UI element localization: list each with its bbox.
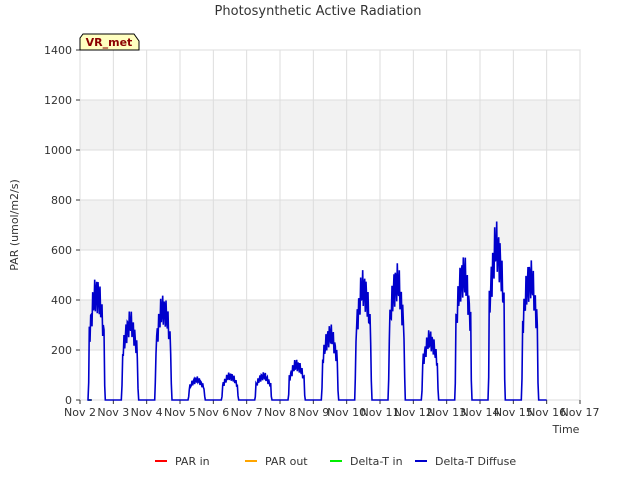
- y-tick-label: 1400: [44, 44, 72, 57]
- legend-label-par-in: PAR in: [175, 455, 210, 468]
- plot-band: [80, 350, 580, 400]
- site-badge-label: VR_met: [86, 36, 133, 49]
- x-tick-label: Nov 4: [131, 406, 163, 419]
- plot-band: [80, 50, 580, 100]
- x-tick-label: Nov 17: [561, 406, 600, 419]
- x-tick-label: Nov 8: [264, 406, 296, 419]
- plot-band: [80, 150, 580, 200]
- plot-bands: [80, 50, 580, 400]
- x-tick-label: Nov 9: [297, 406, 329, 419]
- y-tick-label: 400: [51, 294, 72, 307]
- y-tick-label: 600: [51, 244, 72, 257]
- x-tick-label: Nov 12: [394, 406, 433, 419]
- x-axis-ticks: Nov 2 Nov 3 Nov 4 Nov 5 Nov 6 Nov 7 Nov 8 Nov 9…: [64, 400, 599, 419]
- x-axis-label: Time: [552, 423, 580, 436]
- x-tick-label: Nov 5: [164, 406, 196, 419]
- y-tick-label: 200: [51, 344, 72, 357]
- plot-band: [80, 200, 580, 250]
- legend-label-delta-t-diffuse: Delta-T Diffuse: [435, 455, 516, 468]
- y-axis-ticks: 0 200 400 600 800 1000 1200 1400: [44, 44, 80, 407]
- legend: PAR in PAR out Delta-T in Delta-T Diffuse: [155, 455, 516, 468]
- site-badge: VR_met: [79, 33, 140, 51]
- plot-band: [80, 250, 580, 300]
- legend-label-par-out: PAR out: [265, 455, 308, 468]
- plot-band: [80, 100, 580, 150]
- y-tick-label: 1200: [44, 94, 72, 107]
- x-tick-label: Nov 2: [64, 406, 96, 419]
- x-tick-label: Nov 11: [361, 406, 400, 419]
- series-lines: [87, 221, 547, 401]
- y-tick-label: 800: [51, 194, 72, 207]
- x-tick-label: Nov 6: [197, 406, 229, 419]
- legend-label-delta-t-in: Delta-T in: [350, 455, 403, 468]
- x-tick-label: Nov 13: [427, 406, 466, 419]
- site-badge-shape: [79, 33, 140, 51]
- series-line-delta-t-diffuse: [87, 221, 547, 401]
- x-tick-label: Nov 16: [527, 406, 566, 419]
- x-tick-label: Nov 15: [494, 406, 533, 419]
- y-axis-label: PAR (umol/m2/s): [8, 179, 21, 271]
- y-tick-label: 1000: [44, 144, 72, 157]
- chart-title: Photosynthetic Active Radiation: [215, 4, 422, 19]
- x-tick-label: Nov 7: [231, 406, 263, 419]
- x-tick-label: Nov 14: [461, 406, 500, 419]
- y-tick-label: 0: [65, 394, 72, 407]
- x-tick-label: Nov 10: [327, 406, 366, 419]
- x-tick-label: Nov 3: [97, 406, 129, 419]
